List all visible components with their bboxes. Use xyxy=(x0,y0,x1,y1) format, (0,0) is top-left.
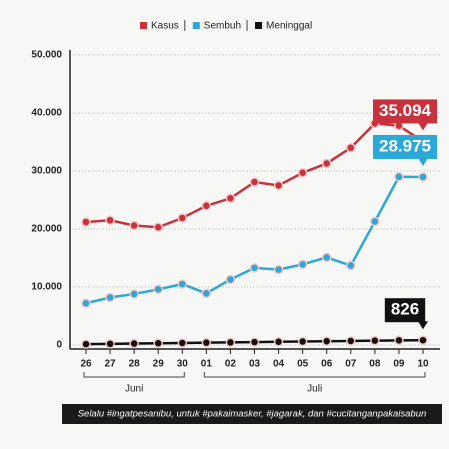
data-point xyxy=(321,252,332,263)
value-label: 28.975 xyxy=(379,136,431,155)
value-label-box xyxy=(373,99,437,124)
legend-label: Kasus xyxy=(151,21,179,32)
data-point xyxy=(418,172,428,182)
data-point xyxy=(346,336,356,346)
data-point xyxy=(177,279,188,289)
y-tick-label: 40.000 xyxy=(31,108,62,119)
data-point xyxy=(201,337,212,348)
data-point xyxy=(177,338,188,348)
data-point xyxy=(249,177,260,187)
x-tick-label: 02 xyxy=(225,359,237,370)
x-tick-label: 08 xyxy=(369,359,381,370)
data-point xyxy=(273,264,284,275)
data-point xyxy=(129,220,139,231)
legend-label: Meninggal xyxy=(266,21,312,32)
month-bracket xyxy=(83,372,185,378)
x-tick-label: 04 xyxy=(273,359,285,370)
data-point xyxy=(225,274,236,285)
data-point xyxy=(105,339,115,349)
x-tick-label: 09 xyxy=(393,359,405,370)
legend-swatch xyxy=(140,22,147,29)
data-point xyxy=(297,167,308,178)
x-tick-label: 27 xyxy=(105,359,117,370)
data-point xyxy=(346,143,356,153)
y-tick-label: 0 xyxy=(56,340,62,351)
data-point xyxy=(81,217,91,227)
data-point xyxy=(153,222,163,233)
data-point xyxy=(81,339,91,349)
data-point xyxy=(321,158,332,169)
data-point xyxy=(321,336,332,346)
x-tick-label: 26 xyxy=(80,359,92,370)
data-point xyxy=(177,213,188,223)
value-label-pointer xyxy=(418,157,428,166)
y-tick-label: 10.000 xyxy=(31,282,62,293)
footer-note: Selalu #ingatpesanibu, untuk #pakaimaske… xyxy=(78,409,427,420)
data-point xyxy=(273,180,284,191)
legend-swatch xyxy=(192,22,200,29)
legend-swatch xyxy=(255,22,263,29)
data-point xyxy=(418,335,428,345)
value-label: 826 xyxy=(391,300,419,319)
x-tick-label: 01 xyxy=(201,359,213,370)
data-point xyxy=(81,298,91,308)
x-tick-label: 07 xyxy=(345,359,357,370)
value-label-box xyxy=(373,134,437,159)
legend-label: Sembuh xyxy=(204,21,241,32)
data-point xyxy=(105,292,115,303)
data-point xyxy=(153,338,163,349)
y-tick-label: 50.000 xyxy=(31,50,62,61)
y-tick-label: 20.000 xyxy=(31,224,62,235)
data-point xyxy=(370,335,380,346)
data-point xyxy=(225,193,236,204)
data-point xyxy=(273,337,284,347)
x-tick-label: 30 xyxy=(177,359,189,370)
x-tick-label: 06 xyxy=(321,359,333,370)
value-label-pointer xyxy=(418,122,428,131)
month-bracket xyxy=(203,372,426,378)
data-point xyxy=(394,335,404,346)
value-label-box xyxy=(384,298,426,323)
y-tick-label: 30.000 xyxy=(31,166,62,177)
data-point xyxy=(129,289,139,299)
data-point xyxy=(346,260,356,271)
data-point xyxy=(105,215,115,226)
data-point xyxy=(370,216,380,227)
data-point xyxy=(153,284,163,295)
x-tick-label: 28 xyxy=(129,359,141,370)
data-point xyxy=(225,337,236,348)
data-point xyxy=(297,336,308,347)
x-tick-label: 29 xyxy=(153,359,165,370)
month-label: Juni xyxy=(125,384,143,395)
x-tick-label: 03 xyxy=(249,359,261,370)
footer-banner xyxy=(62,404,442,424)
data-point xyxy=(394,172,404,182)
x-tick-label: 05 xyxy=(297,359,309,370)
data-point xyxy=(201,288,212,299)
value-label: 35.094 xyxy=(379,101,432,120)
data-point xyxy=(297,259,308,270)
x-tick-label: 10 xyxy=(417,359,429,370)
data-point xyxy=(249,337,260,347)
data-point xyxy=(249,263,260,273)
data-point xyxy=(129,338,139,349)
month-label: Juli xyxy=(307,384,322,395)
data-point xyxy=(201,201,212,211)
value-label-pointer xyxy=(418,321,428,330)
